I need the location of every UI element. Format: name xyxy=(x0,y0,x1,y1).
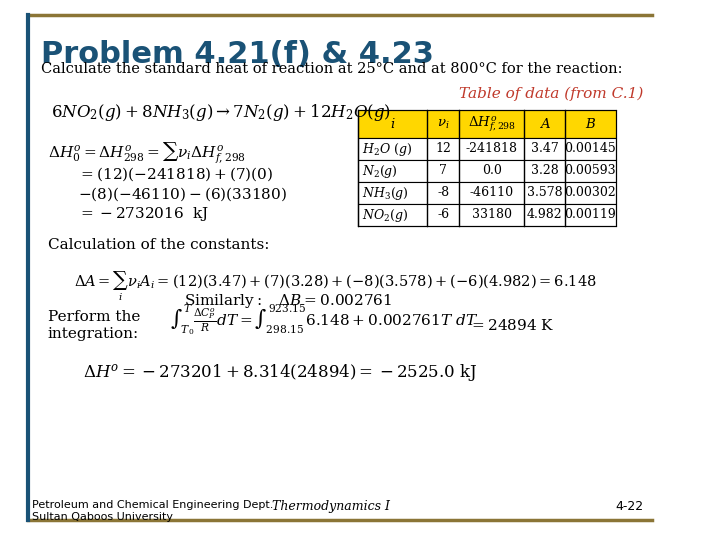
Text: $B$: $B$ xyxy=(585,117,596,131)
Text: -6: -6 xyxy=(437,208,449,221)
Text: $-(8)(-46110) - (6)(33180)$: $-(8)(-46110) - (6)(33180)$ xyxy=(78,185,287,202)
Text: 3.47: 3.47 xyxy=(531,143,558,156)
Text: -46110: -46110 xyxy=(469,186,513,199)
Text: $N_2(g)$: $N_2(g)$ xyxy=(362,163,398,179)
Text: 33180: 33180 xyxy=(472,208,512,221)
Text: Petroleum and Chemical Engineering Dept.
Sultan Qaboos University: Petroleum and Chemical Engineering Dept.… xyxy=(32,500,274,522)
Text: $\Delta H_{f,298}^o$: $\Delta H_{f,298}^o$ xyxy=(467,114,516,134)
Text: $H_2O\ (g)$: $H_2O\ (g)$ xyxy=(362,140,412,158)
Text: -241818: -241818 xyxy=(466,143,518,156)
Text: $i$: $i$ xyxy=(390,117,395,131)
Text: 4-22: 4-22 xyxy=(615,500,643,513)
Text: $= 24894\ \mathrm{K}$: $= 24894\ \mathrm{K}$ xyxy=(469,318,554,333)
Text: 0.00302: 0.00302 xyxy=(564,186,616,199)
Text: 0.00145: 0.00145 xyxy=(564,143,616,156)
Text: $\nu_i$: $\nu_i$ xyxy=(437,117,450,131)
FancyBboxPatch shape xyxy=(359,138,616,160)
Text: 12: 12 xyxy=(436,143,451,156)
Text: $\Delta H_0^o = \Delta H_{298}^o = \sum \nu_i \Delta H_{f,298}^o$: $\Delta H_0^o = \Delta H_{298}^o = \sum … xyxy=(48,140,246,165)
Text: Calculate the standard heat of reaction at 25°C and at 800°C for the reaction:: Calculate the standard heat of reaction … xyxy=(41,62,623,76)
Text: $NO_2(g)$: $NO_2(g)$ xyxy=(362,206,408,224)
Text: 3.28: 3.28 xyxy=(531,165,558,178)
FancyBboxPatch shape xyxy=(359,110,616,138)
Text: $A$: $A$ xyxy=(539,117,550,131)
Text: 0.00119: 0.00119 xyxy=(564,208,616,221)
Text: $\Delta A = \sum_i \nu_i A_i = (12)(3.47)+(7)(3.28)+(-8)(3.578)+(-6)(4.982) = 6.: $\Delta A = \sum_i \nu_i A_i = (12)(3.47… xyxy=(73,270,596,303)
Text: $= (12)(-241818) + (7)(0)$: $= (12)(-241818) + (7)(0)$ xyxy=(78,165,274,183)
FancyBboxPatch shape xyxy=(359,204,616,226)
Text: 0.0: 0.0 xyxy=(482,165,502,178)
Text: $= -2732016\ \ \mathrm{kJ}$: $= -2732016\ \ \mathrm{kJ}$ xyxy=(78,205,210,223)
Text: -8: -8 xyxy=(437,186,449,199)
Text: 7: 7 xyxy=(439,165,447,178)
Text: $\int_{T_0}^{T} \frac{\Delta C_P^o}{R} dT = \int_{298.15}^{923.15} 6.148 + 0.002: $\int_{T_0}^{T} \frac{\Delta C_P^o}{R} d… xyxy=(170,302,478,337)
Text: $\mathrm{Similarly:}\ \ \ \Delta B = 0.002761$: $\mathrm{Similarly:}\ \ \ \Delta B = 0.0… xyxy=(184,292,392,310)
Text: 3.578: 3.578 xyxy=(526,186,562,199)
Text: 0.00593: 0.00593 xyxy=(564,165,616,178)
FancyBboxPatch shape xyxy=(359,160,616,182)
Text: Perform the: Perform the xyxy=(48,310,140,324)
FancyBboxPatch shape xyxy=(359,182,616,204)
Text: Calculation of the constants:: Calculation of the constants: xyxy=(48,238,269,252)
Text: Table of data (from C.1): Table of data (from C.1) xyxy=(459,87,644,102)
Text: $NH_3(g)$: $NH_3(g)$ xyxy=(362,185,409,201)
Text: Thermodynamics I: Thermodynamics I xyxy=(272,500,390,513)
Text: $6NO_2(g) + 8NH_3(g) \rightarrow 7N_2(g) + 12H_2O(g)$: $6NO_2(g) + 8NH_3(g) \rightarrow 7N_2(g)… xyxy=(50,102,390,123)
Text: integration:: integration: xyxy=(48,327,139,341)
Text: $\Delta H^o = -273201 + 8.314(24894) = -2525.0\ \mathrm{kJ}$: $\Delta H^o = -273201 + 8.314(24894) = -… xyxy=(83,362,477,383)
Text: 4.982: 4.982 xyxy=(526,208,562,221)
Text: Problem 4.21(f) & 4.23: Problem 4.21(f) & 4.23 xyxy=(41,40,434,69)
